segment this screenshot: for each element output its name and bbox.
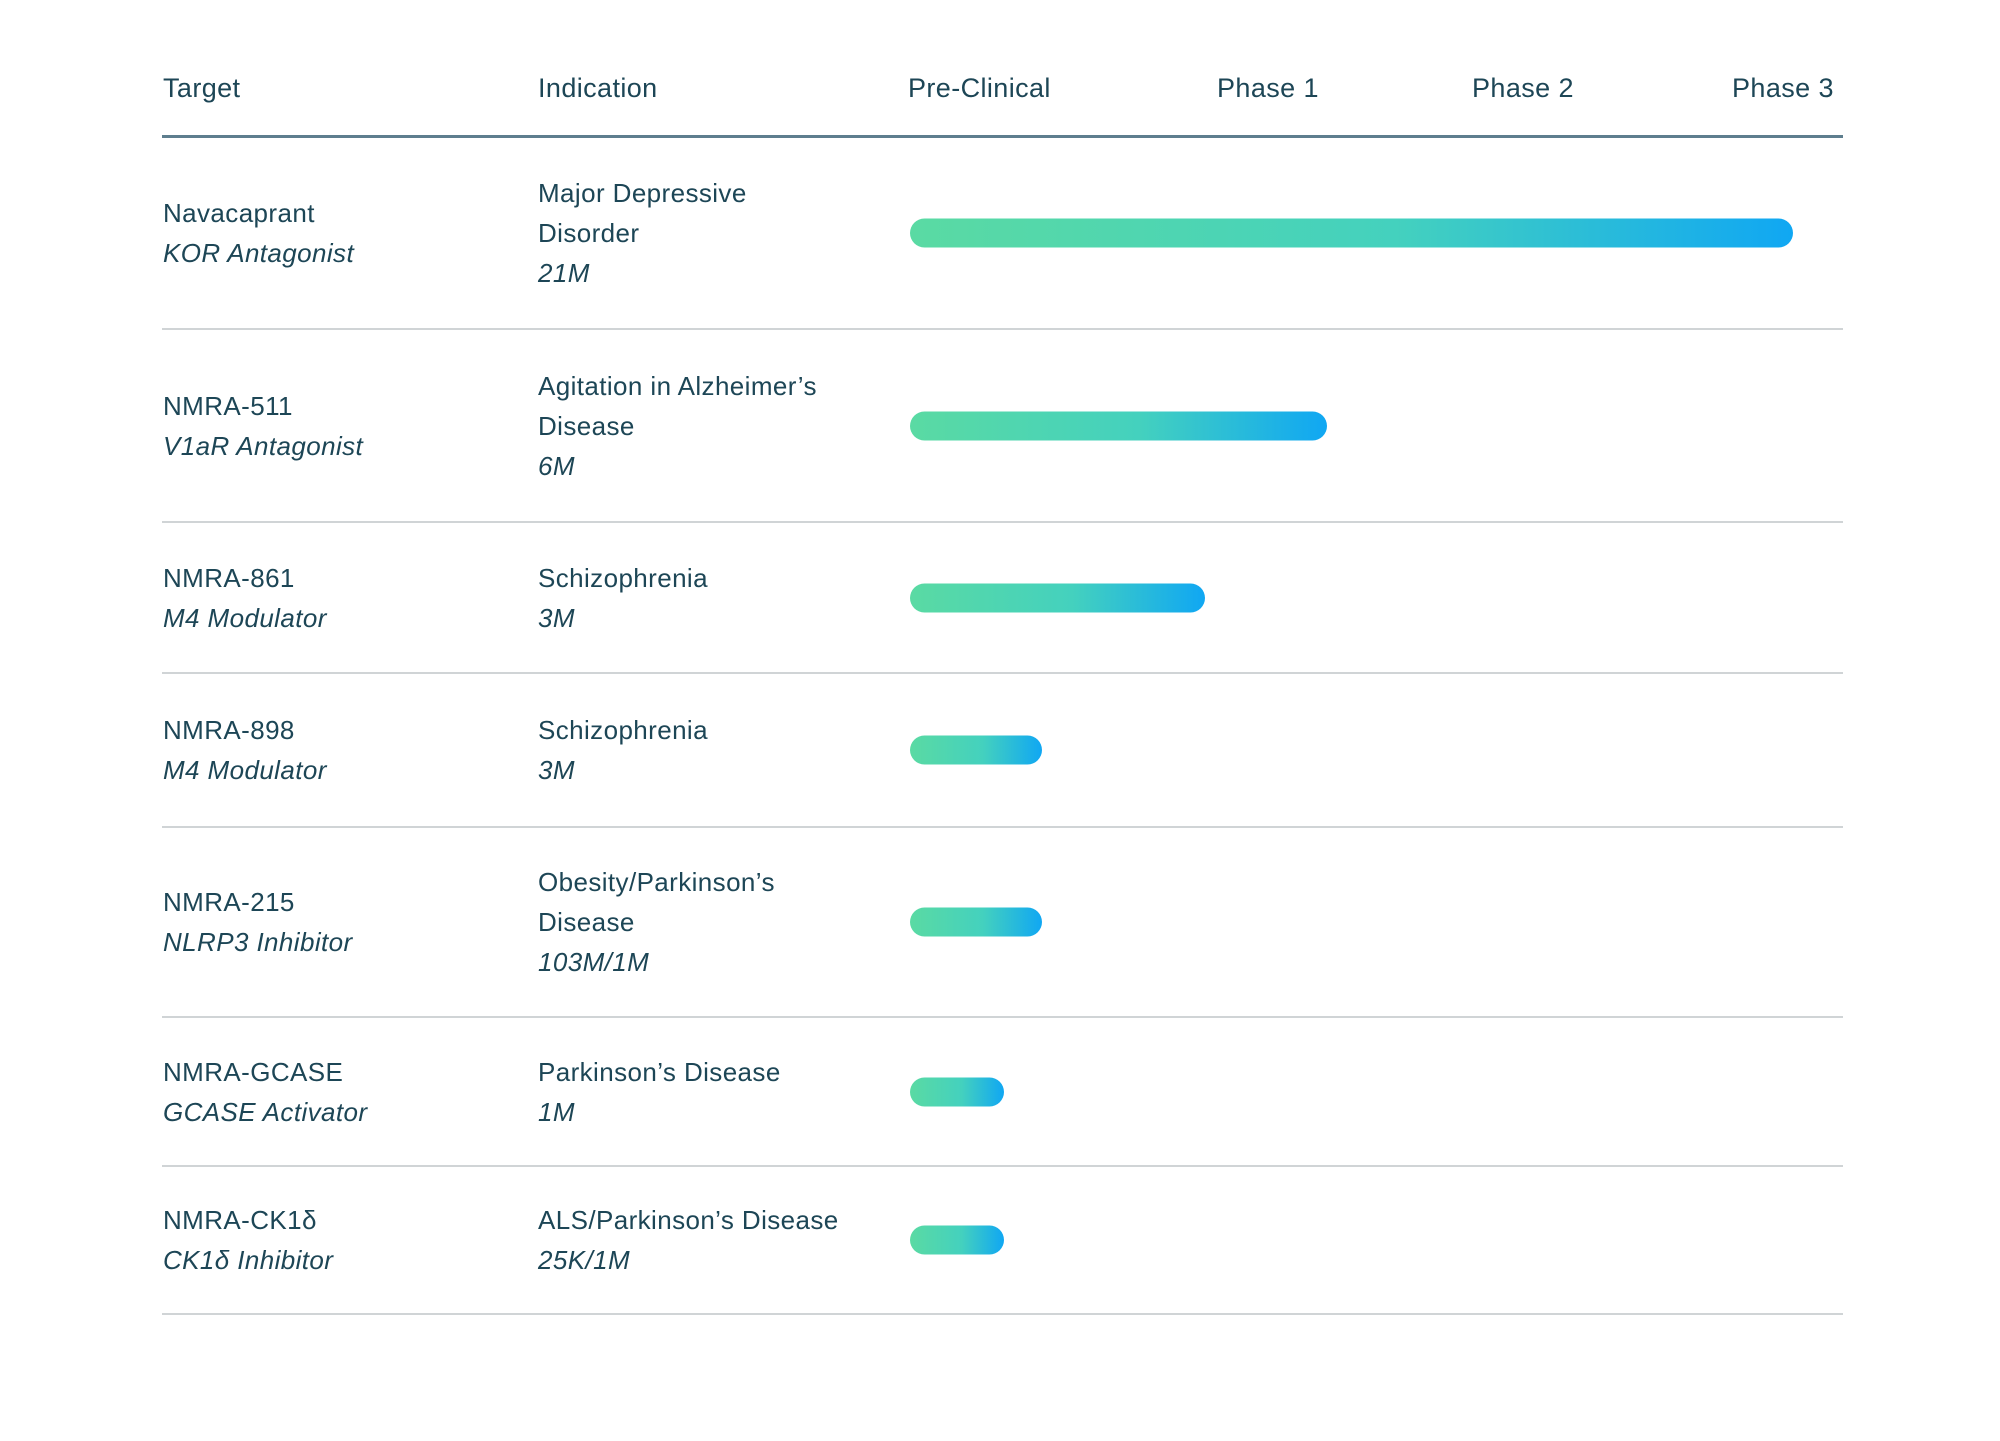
indication-cell: Agitation in Alzheimer’s Disease 6M (538, 330, 898, 521)
pipeline-row-nmra-898: NMRA-898 M4 Modulator Schizophrenia 3M (162, 674, 1843, 828)
target-mechanism: NLRP3 Inhibitor (163, 927, 353, 957)
target-cell: NMRA-898 M4 Modulator (163, 674, 513, 826)
progress-bar (910, 411, 1327, 440)
target-name: Navacaprant (163, 198, 315, 228)
progress-bar (910, 583, 1205, 612)
population-size: 1M (538, 1096, 575, 1127)
column-header-phase3: Phase 3 (1732, 73, 1834, 103)
target-mechanism: M4 Modulator (163, 755, 327, 785)
target-cell: NMRA-CK1δ CK1δ Inhibitor (163, 1167, 513, 1313)
indication-cell: Schizophrenia 3M (538, 523, 898, 672)
indication-cell: Schizophrenia 3M (538, 674, 898, 826)
indication-line: Obesity/Parkinson’s (538, 867, 775, 897)
progress-bar (910, 1225, 1004, 1255)
pipeline-row-navacaprant: Navacaprant KOR Antagonist Major Depress… (162, 138, 1843, 330)
target-name: NMRA-215 (163, 887, 295, 917)
population-size: 6M (538, 450, 575, 481)
target-name: NMRA-CK1δ (163, 1205, 317, 1235)
target-name: NMRA-898 (163, 715, 295, 745)
progress-bar (910, 218, 1793, 248)
pipeline-row-nmra-gcase: NMRA-GCASE GCASE Activator Parkinson’s D… (162, 1018, 1843, 1167)
target-cell: Navacaprant KOR Antagonist (163, 138, 513, 328)
target-mechanism: KOR Antagonist (163, 238, 355, 268)
column-header-indication: Indication (538, 73, 658, 103)
target-cell: NMRA-511 V1aR Antagonist (163, 330, 513, 521)
target-mechanism: V1aR Antagonist (163, 430, 364, 461)
target-mechanism: M4 Modulator (163, 602, 327, 633)
target-cell: NMRA-861 M4 Modulator (163, 523, 513, 672)
target-name: NMRA-861 (163, 562, 295, 593)
population-size: 103M/1M (538, 947, 650, 977)
target-name: NMRA-GCASE (163, 1056, 344, 1087)
indication-cell: Obesity/Parkinson’s Disease 103M/1M (538, 828, 898, 1016)
indication-line: Schizophrenia (538, 562, 708, 593)
target-cell: NMRA-215 NLRP3 Inhibitor (163, 828, 513, 1016)
indication-line: Major Depressive (538, 178, 747, 208)
target-mechanism: CK1δ Inhibitor (163, 1245, 334, 1275)
target-mechanism: GCASE Activator (163, 1096, 368, 1127)
indication-line: Disease (538, 410, 635, 441)
column-header-target: Target (163, 73, 241, 103)
column-header-preclinical: Pre-Clinical (908, 73, 1051, 103)
indication-cell: Major Depressive Disorder 21M (538, 138, 898, 328)
pipeline-row-nmra-511: NMRA-511 V1aR Antagonist Agitation in Al… (162, 330, 1843, 523)
column-header-phase1: Phase 1 (1217, 73, 1319, 103)
target-name: NMRA-511 (163, 390, 293, 421)
progress-bar (910, 907, 1042, 937)
progress-bar (910, 735, 1042, 765)
indication-line: Agitation in Alzheimer’s (538, 370, 817, 401)
pipeline-row-nmra-215: NMRA-215 NLRP3 Inhibitor Obesity/Parkins… (162, 828, 1843, 1018)
pipeline-row-nmra-ck1d: NMRA-CK1δ CK1δ Inhibitor ALS/Parkinson’s… (162, 1167, 1843, 1315)
indication-line: Schizophrenia (538, 715, 708, 745)
population-size: 3M (538, 602, 575, 633)
progress-bar (910, 1077, 1004, 1106)
indication-cell: Parkinson’s Disease 1M (538, 1018, 898, 1165)
population-size: 21M (538, 258, 590, 288)
population-size: 3M (538, 755, 575, 785)
target-cell: NMRA-GCASE GCASE Activator (163, 1018, 513, 1165)
pipeline-row-nmra-861: NMRA-861 M4 Modulator Schizophrenia 3M (162, 523, 1843, 674)
column-header-phase2: Phase 2 (1472, 73, 1574, 103)
pipeline-header-row: Target Indication Pre-Clinical Phase 1 P… (162, 0, 1843, 138)
indication-line: ALS/Parkinson’s Disease (538, 1205, 839, 1235)
drug-pipeline-table: Target Indication Pre-Clinical Phase 1 P… (162, 0, 1843, 1315)
indication-cell: ALS/Parkinson’s Disease 25K/1M (538, 1167, 898, 1313)
indication-line: Disorder (538, 218, 640, 248)
indication-line: Disease (538, 907, 635, 937)
indication-line: Parkinson’s Disease (538, 1056, 781, 1087)
population-size: 25K/1M (538, 1245, 631, 1275)
